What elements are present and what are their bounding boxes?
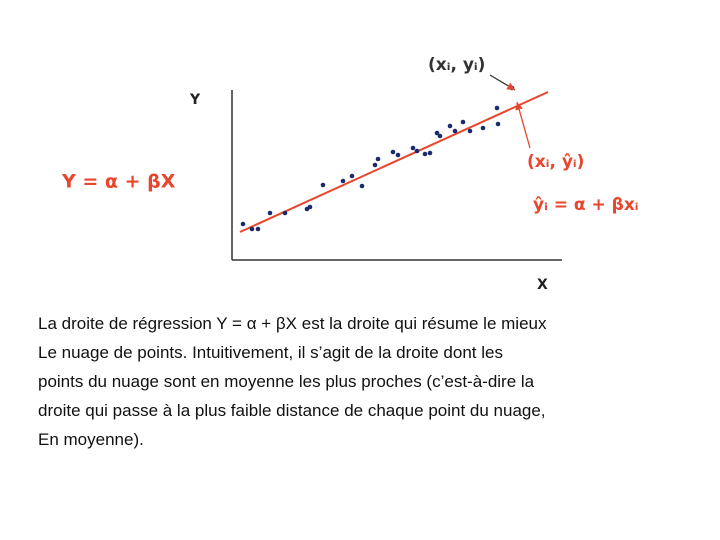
caption-line: droite qui passe à la plus faible distan… [38,401,546,420]
caption-line: En moyenne). [38,430,144,449]
regression-diagram: Y X Y = α + βX (xᵢ, yᵢ) (xᵢ, ŷᵢ) ŷᵢ = α … [61,55,639,293]
point-arrow [489,74,516,91]
y-axis-label: Y [189,92,201,108]
scatter-points [240,85,515,232]
regression-line [239,91,549,233]
fitted-point-arrow [515,101,531,149]
caption-line: Le nuage de points. Intuitivement, il s’… [38,343,503,362]
caption-line: points du nuage sont en moyenne les plus… [38,372,535,391]
fitted-point-label: (xᵢ, ŷᵢ) [527,152,584,172]
caption-line: La droite de régression Y = α + βX est l… [38,314,547,333]
model-label: Y = α + βX [61,171,176,193]
x-axis-label: X [537,277,548,293]
point-label: (xᵢ, yᵢ) [428,55,485,75]
fitted-equation: ŷᵢ = α + βxᵢ [533,195,639,215]
